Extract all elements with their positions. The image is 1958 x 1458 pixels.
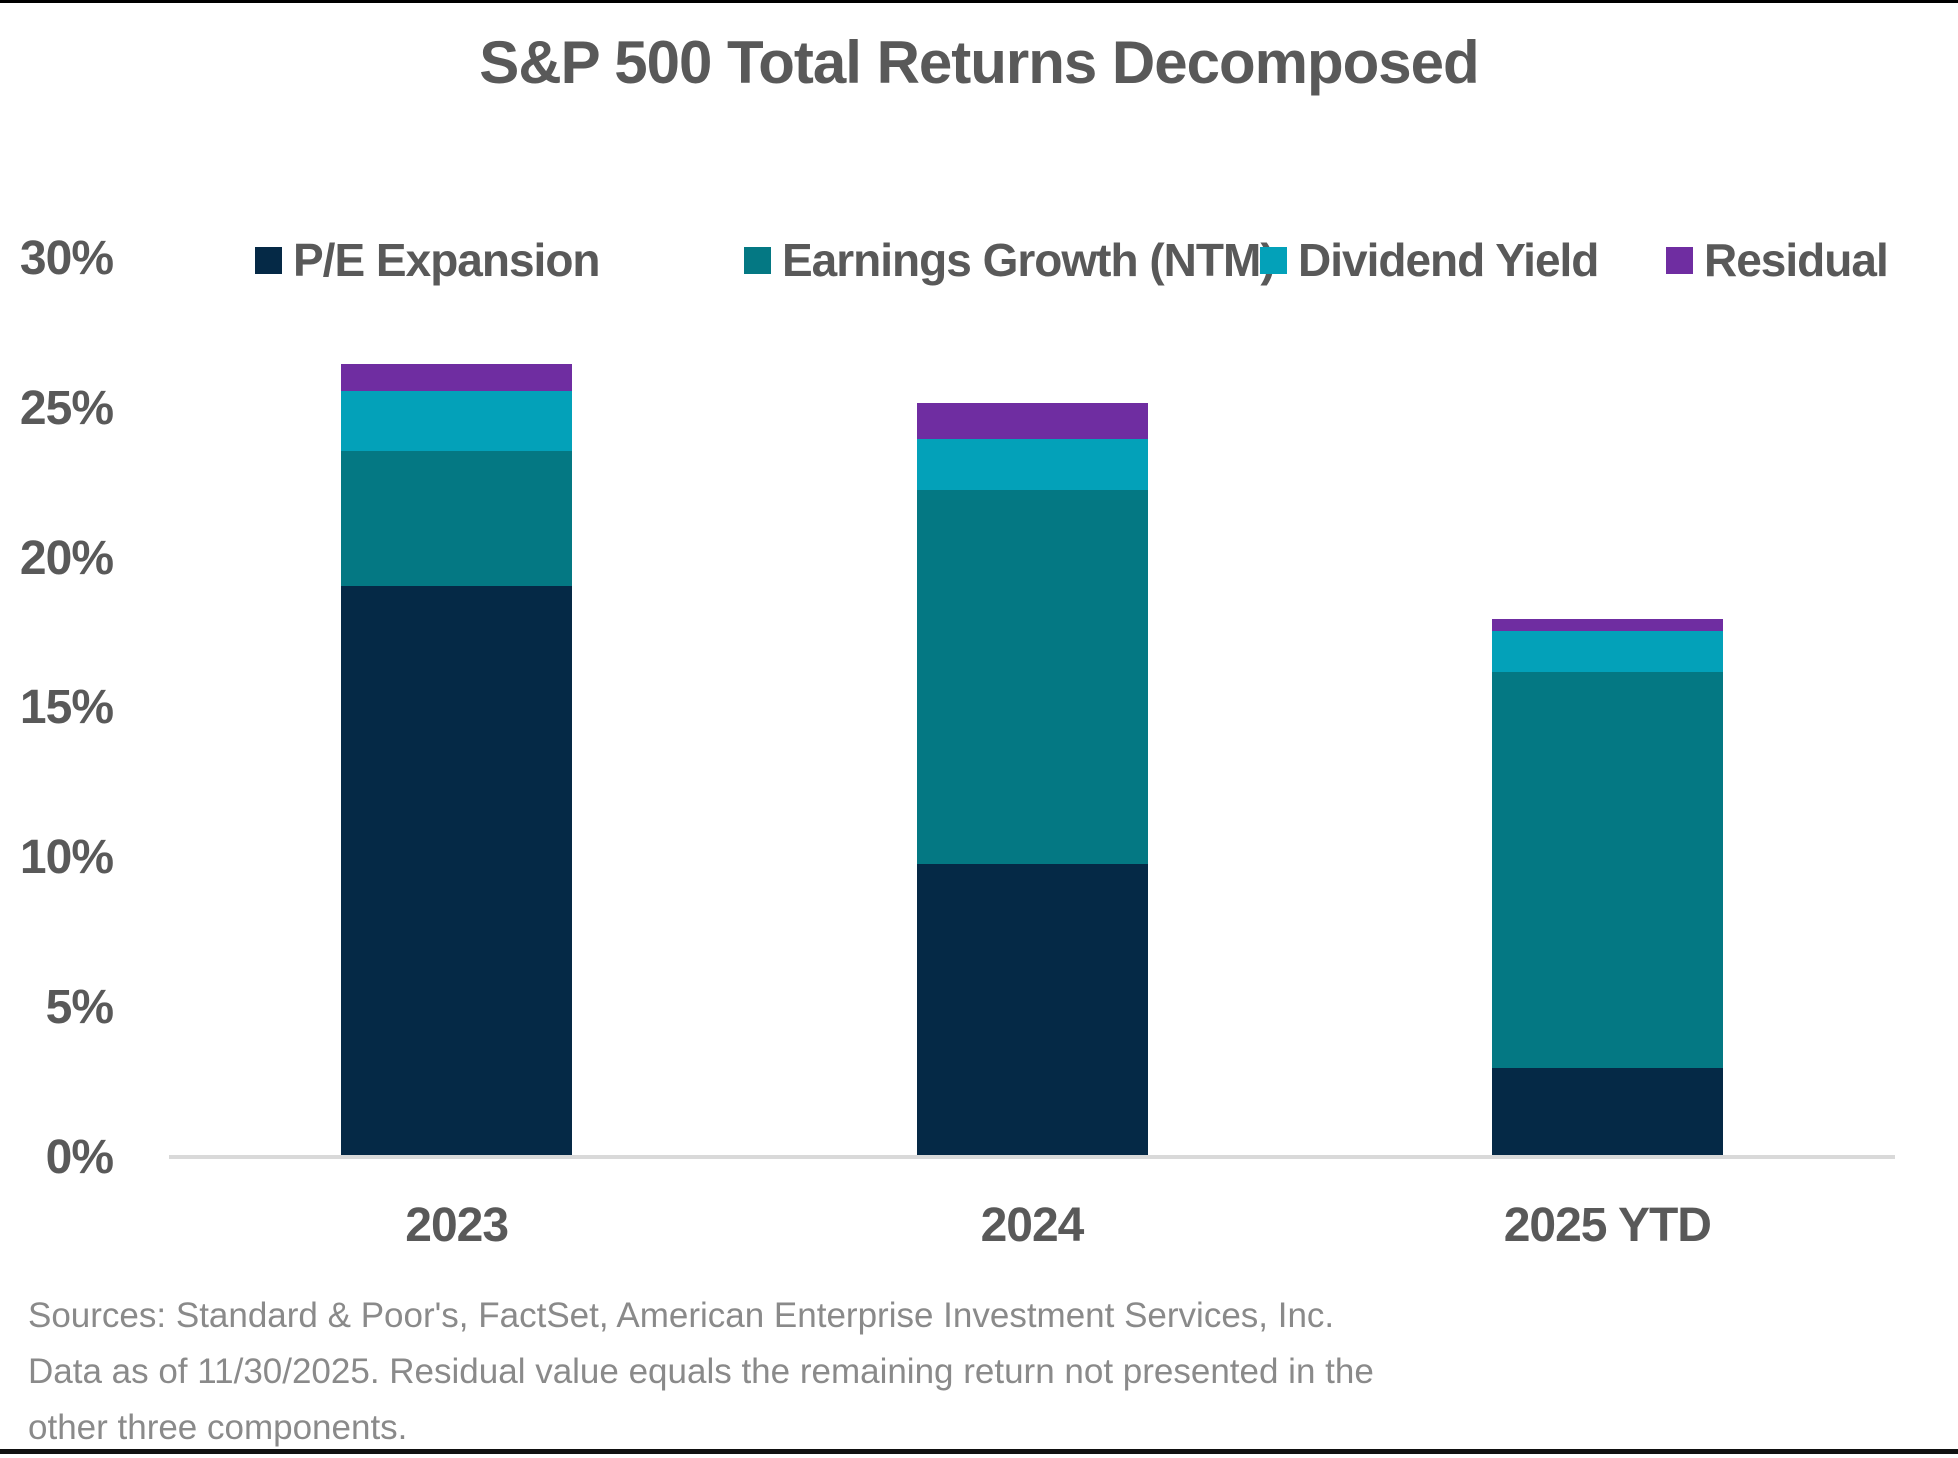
bottom-border-line bbox=[0, 1449, 1958, 1454]
y-axis-tick-label: 15% bbox=[19, 681, 114, 735]
legend-swatch-icon bbox=[255, 246, 282, 274]
legend-item: Earnings Growth (NTM) bbox=[744, 234, 1276, 286]
bar-segment bbox=[916, 402, 1148, 439]
legend-item: Dividend Yield bbox=[1260, 234, 1599, 286]
chart-title: S&P 500 Total Returns Decomposed bbox=[479, 29, 1479, 96]
bar-segment bbox=[916, 438, 1148, 490]
legend-item: P/E Expansion bbox=[255, 234, 601, 286]
legend-label: Earnings Growth (NTM) bbox=[782, 234, 1276, 286]
legend-item: Residual bbox=[1666, 234, 1889, 286]
bar-segment bbox=[1491, 630, 1723, 673]
x-axis-category-label: 2024 bbox=[980, 1199, 1085, 1252]
bar-segment bbox=[1491, 672, 1723, 1069]
y-axis-tick-label: 5% bbox=[45, 981, 114, 1035]
x-axis-category-label: 2025 YTD bbox=[1503, 1199, 1712, 1252]
source-note: Sources: Standard & Poor's, FactSet, Ame… bbox=[28, 1288, 1928, 1456]
legend-swatch-icon bbox=[744, 246, 771, 274]
y-axis-tick-label: 20% bbox=[19, 531, 114, 585]
source-note-line: Data as of 11/30/2025. Residual value eq… bbox=[28, 1352, 1374, 1391]
y-axis-tick-label: 30% bbox=[19, 231, 114, 285]
bar-segment bbox=[916, 864, 1148, 1155]
bar-segment bbox=[341, 390, 573, 451]
bar-segment bbox=[1491, 1068, 1723, 1155]
y-axis-tick-label: 10% bbox=[19, 831, 114, 885]
x-axis-category-label: 2023 bbox=[405, 1199, 509, 1252]
source-note-line: other three components. bbox=[28, 1408, 408, 1447]
bar-segment bbox=[341, 450, 573, 586]
legend-swatch-icon bbox=[1260, 246, 1287, 274]
legend-label: Residual bbox=[1704, 234, 1889, 286]
legend-swatch-icon bbox=[1666, 246, 1693, 274]
bar-segment bbox=[341, 363, 573, 391]
top-border-line bbox=[0, 0, 1958, 3]
x-axis-line bbox=[169, 1155, 1895, 1159]
y-axis-tick-label: 25% bbox=[19, 381, 114, 435]
legend-label: Dividend Yield bbox=[1298, 234, 1599, 286]
source-note-line: Sources: Standard & Poor's, FactSet, Ame… bbox=[28, 1296, 1335, 1335]
y-axis-tick-label: 0% bbox=[45, 1131, 114, 1184]
bar-segment bbox=[916, 489, 1148, 865]
bar-segment bbox=[1491, 618, 1723, 631]
legend-label: P/E Expansion bbox=[293, 234, 601, 286]
bar-segment bbox=[341, 585, 573, 1155]
